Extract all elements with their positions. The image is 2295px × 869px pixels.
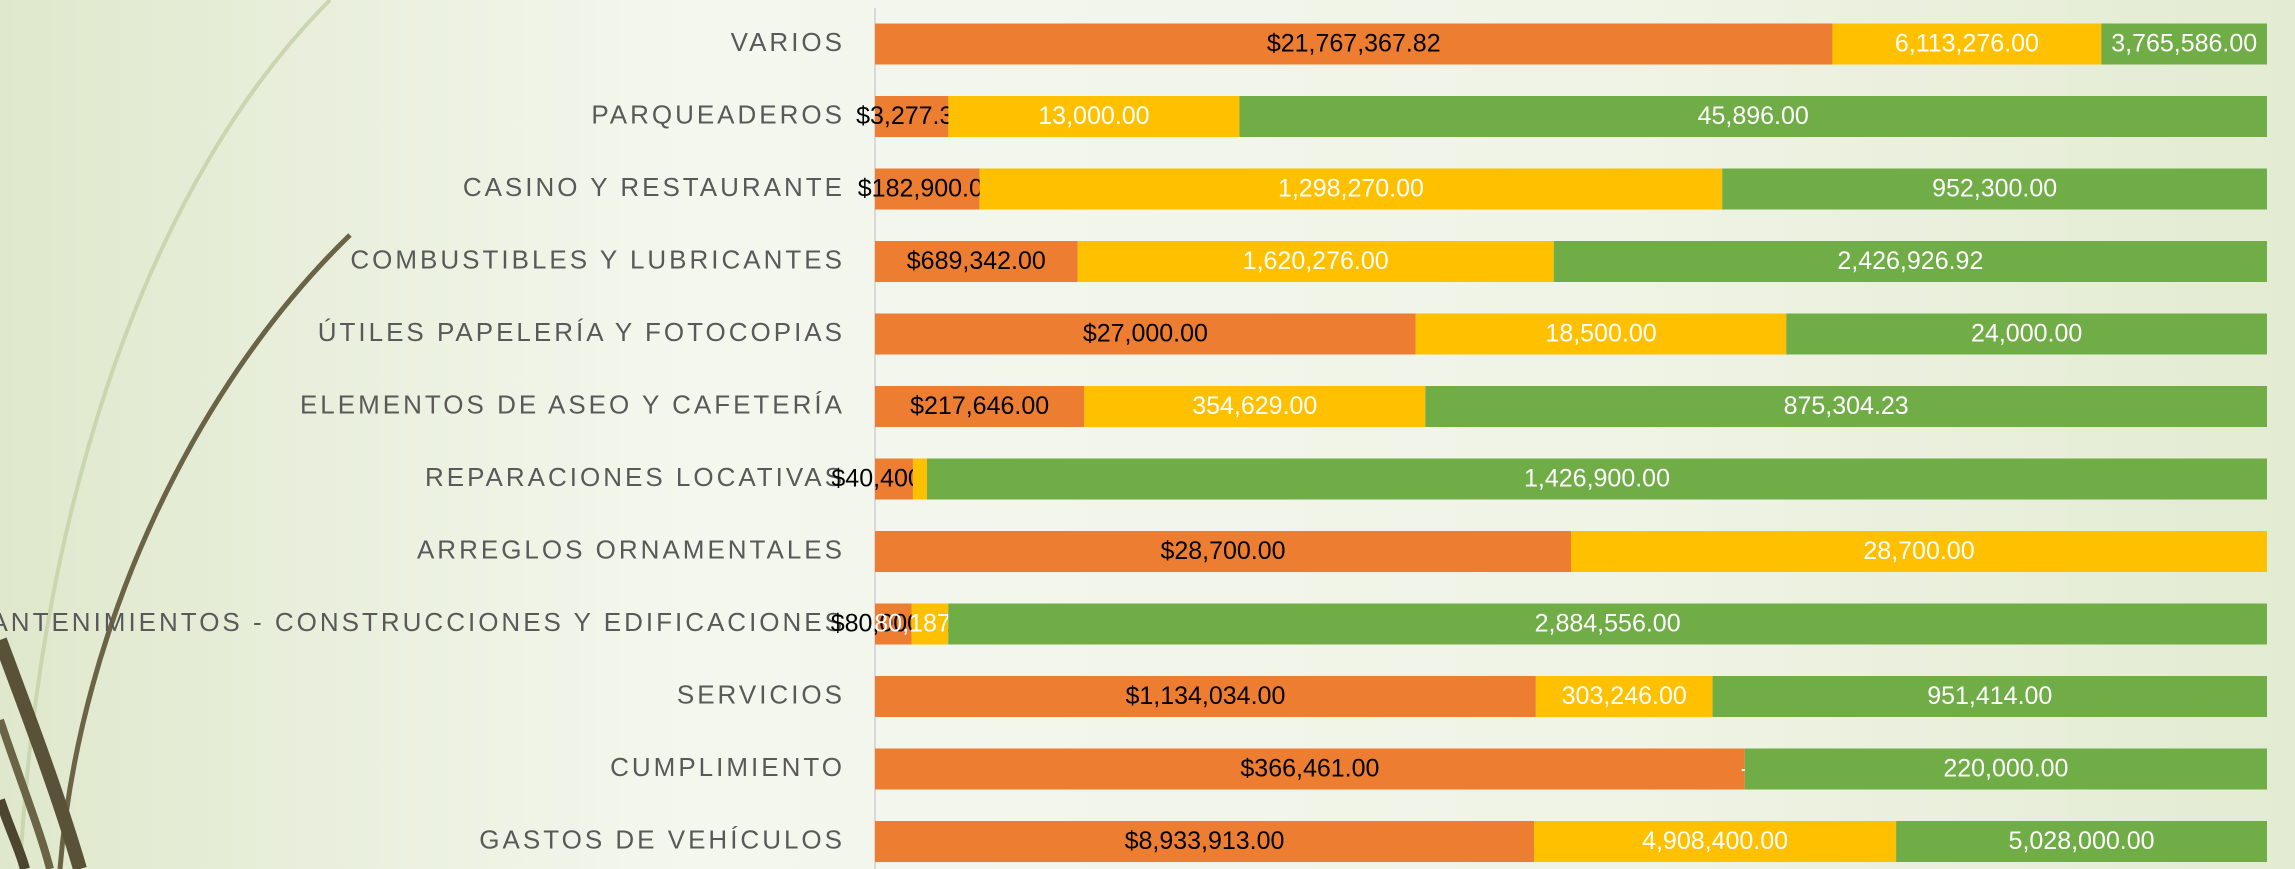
value-label: $27,000.00 (1083, 320, 1208, 348)
value-label: $21,767,367.82 (1267, 30, 1441, 58)
value-label: 952,300.00 (1932, 175, 2057, 203)
category-label: VARIOS (731, 27, 845, 57)
bar-segment (948, 96, 1240, 137)
category-label: GASTOS DE VEHÍCULOS (479, 824, 845, 854)
bar-segment (1722, 168, 2267, 210)
value-label: 354,629.00 (1192, 392, 1317, 420)
value-label: 1,426,900.00 (1524, 465, 1670, 493)
bar-segment (912, 458, 928, 500)
value-label: $1,134,034.00 (1125, 682, 1285, 710)
decoration (0, 0, 352, 869)
bar-segment (1415, 313, 1787, 355)
value-label: $689,342.00 (907, 247, 1046, 275)
value-label: 1,620,276.00 (1243, 247, 1389, 275)
bar-segment (1896, 821, 2267, 862)
category-label: CASINO Y RESTAURANTE (463, 172, 845, 202)
value-label: 3,765,586.00 (2111, 30, 2257, 58)
value-label: 18,500.00 (1545, 320, 1656, 348)
bar-segment (875, 676, 1536, 717)
bar-segment (2101, 23, 2267, 65)
bar-segment (1744, 748, 2267, 790)
value-label: 4,908,400.00 (1642, 827, 1788, 855)
value-label: $182,900.00 (858, 175, 997, 203)
bar-segment (875, 386, 1085, 427)
category-label: ÚTILES PAPELERÍA Y FOTOCOPIAS (318, 317, 845, 347)
category-label: MANTENIMIENTOS - CONSTRUCCIONES Y EDIFIC… (0, 607, 845, 637)
bar-segment (1832, 23, 2102, 65)
bar-segment (875, 168, 980, 210)
value-label: 45,896.00 (1698, 102, 1809, 130)
bar-segment (1239, 96, 2267, 137)
bar-segment (875, 748, 1745, 790)
bar-segment (1571, 531, 2267, 572)
value-label: $8,933,913.00 (1125, 827, 1285, 855)
bar-segment (875, 313, 1416, 355)
category-label: COMBUSTIBLES Y LUBRICANTES (350, 244, 845, 274)
value-label: 2,884,556.00 (1535, 610, 1681, 638)
bar-segment (875, 96, 949, 137)
category-label: SERVICIOS (677, 679, 845, 709)
value-label: 28,700.00 (1863, 537, 1974, 565)
bar-segment (1425, 386, 2267, 427)
bar-segment (1535, 676, 1713, 717)
value-label: $28,700.00 (1160, 537, 1285, 565)
value-label: 951,414.00 (1927, 682, 2052, 710)
bar-segment (875, 458, 913, 500)
value-label: $217,646.00 (910, 392, 1049, 420)
bar-segment (875, 821, 1535, 862)
value-label: 1,298,270.00 (1278, 175, 1424, 203)
bar-segment (875, 531, 1571, 572)
value-label: 5,028,000.00 (2009, 827, 2155, 855)
bar-segment (1553, 241, 2267, 282)
value-label: 13,000.00 (1038, 102, 1149, 130)
bar-segment (875, 23, 1833, 65)
category-label: ELEMENTOS DE ASEO Y CAFETERÍA (300, 389, 845, 419)
bar-segment (1077, 241, 1554, 282)
value-label: 875,304.23 (1784, 392, 1909, 420)
value-label: 24,000.00 (1971, 320, 2082, 348)
bar-segment (979, 168, 1723, 210)
bar-segment (1786, 313, 2267, 355)
value-label: 220,000.00 (1943, 755, 2068, 783)
bar-segment (911, 603, 949, 645)
bar-segment (1712, 676, 2267, 717)
bar-segment (927, 458, 2267, 500)
value-label: 6,113,276.00 (1895, 30, 2039, 58)
bar-segment (1084, 386, 1426, 427)
bar-segment (875, 603, 912, 645)
bar-segment (1534, 821, 1897, 862)
category-label: PARQUEADEROS (591, 99, 845, 129)
bar-segment (875, 241, 1078, 282)
value-label: $366,461.00 (1240, 755, 1379, 783)
value-label: 2,426,926.92 (1837, 247, 1983, 275)
category-label: ARREGLOS ORNAMENTALES (417, 534, 845, 564)
value-label: 303,246.00 (1562, 682, 1687, 710)
category-label: CUMPLIMIENTO (610, 752, 845, 782)
bar-segment (948, 603, 2267, 645)
category-label: REPARACIONES LOCATIVAS (425, 462, 845, 492)
